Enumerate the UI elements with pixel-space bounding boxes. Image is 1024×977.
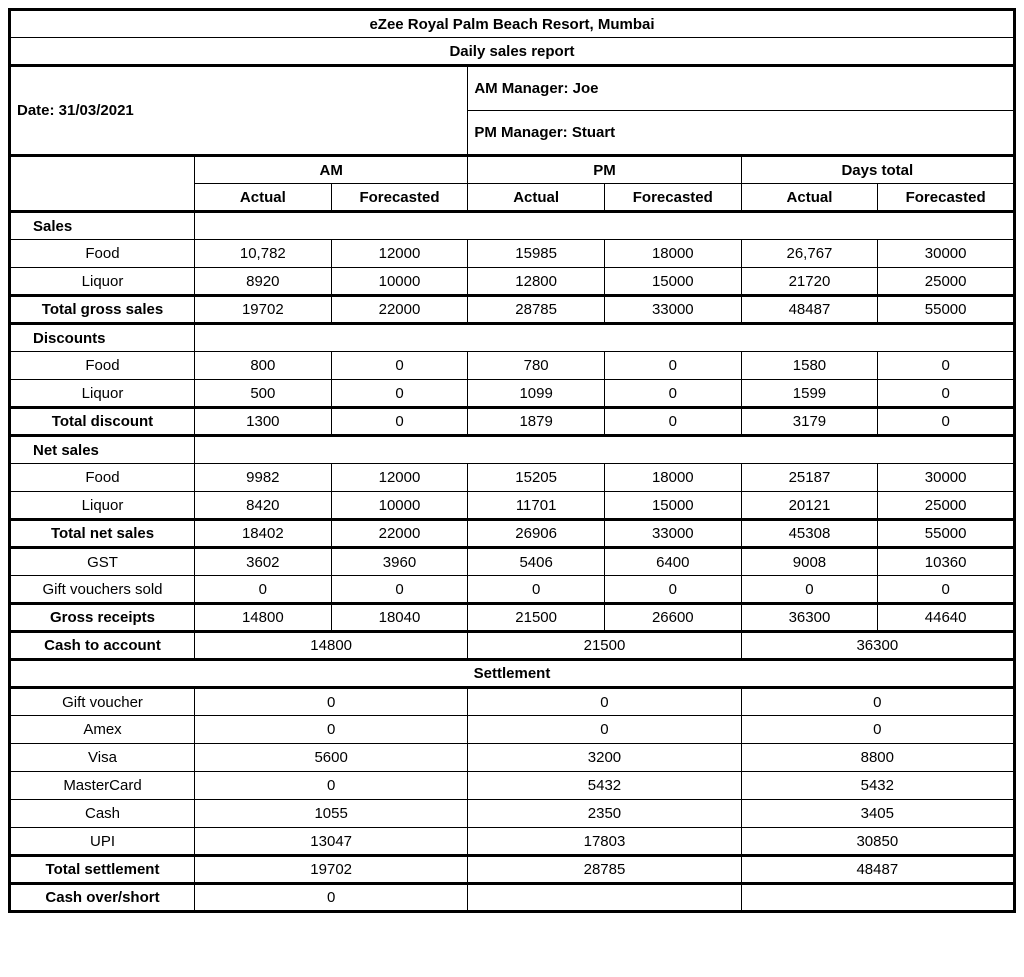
report-subtitle: Daily sales report [10,38,1015,66]
blank-header [10,156,195,212]
row-amex: Amex 0 0 0 [10,716,1015,744]
section-sales-blank [195,212,1015,240]
col-am-forecasted: Forecasted [331,184,468,212]
row-total-net-sales: Total net sales 18402 22000 26906 33000 … [10,520,1015,548]
row-cash-over-short: Cash over/short 0 [10,884,1015,912]
col-dt-forecasted: Forecasted [878,184,1015,212]
row-sales-liquor: Liquor 8920 10000 12800 15000 21720 2500… [10,268,1015,296]
row-cash-to-account: Cash to account 14800 21500 36300 [10,632,1015,660]
col-pm-actual: Actual [468,184,605,212]
row-gst: GST 3602 3960 5406 6400 9008 10360 [10,548,1015,576]
row-discount-liquor: Liquor 500 0 1099 0 1599 0 [10,380,1015,408]
row-upi: UPI 13047 17803 30850 [10,828,1015,856]
row-mastercard: MasterCard 0 5432 5432 [10,772,1015,800]
row-visa: Visa 5600 3200 8800 [10,744,1015,772]
row-gift-sold: Gift vouchers sold 0 0 0 0 0 0 [10,576,1015,604]
col-dt-actual: Actual [741,184,878,212]
col-pm: PM [468,156,741,184]
col-pm-forecasted: Forecasted [604,184,741,212]
col-days-total: Days total [741,156,1014,184]
row-discount-food: Food 800 0 780 0 1580 0 [10,352,1015,380]
am-manager: AM Manager: Joe [468,66,1015,111]
row-total-discount: Total discount 1300 0 1879 0 3179 0 [10,408,1015,436]
row-total-settlement: Total settlement 19702 28785 48487 [10,856,1015,884]
row-gross-receipts: Gross receipts 14800 18040 21500 26600 3… [10,604,1015,632]
row-gift-voucher: Gift voucher 0 0 0 [10,688,1015,716]
col-am-actual: Actual [195,184,332,212]
row-sales-food: Food 10,782 12000 15985 18000 26,767 300… [10,240,1015,268]
report-date: Date: 31/03/2021 [10,66,468,156]
section-sales: Sales [10,212,195,240]
section-settlement: Settlement [10,660,1015,688]
section-net-sales: Net sales [10,436,195,464]
report-title: eZee Royal Palm Beach Resort, Mumbai [10,10,1015,38]
row-cash: Cash 1055 2350 3405 [10,800,1015,828]
row-net-food: Food 9982 12000 15205 18000 25187 30000 [10,464,1015,492]
pm-manager: PM Manager: Stuart [468,111,1015,156]
row-total-gross-sales: Total gross sales 19702 22000 28785 3300… [10,296,1015,324]
daily-sales-report-table: eZee Royal Palm Beach Resort, Mumbai Dai… [8,8,1016,913]
col-am: AM [195,156,468,184]
section-discounts: Discounts [10,324,195,352]
row-net-liquor: Liquor 8420 10000 11701 15000 20121 2500… [10,492,1015,520]
